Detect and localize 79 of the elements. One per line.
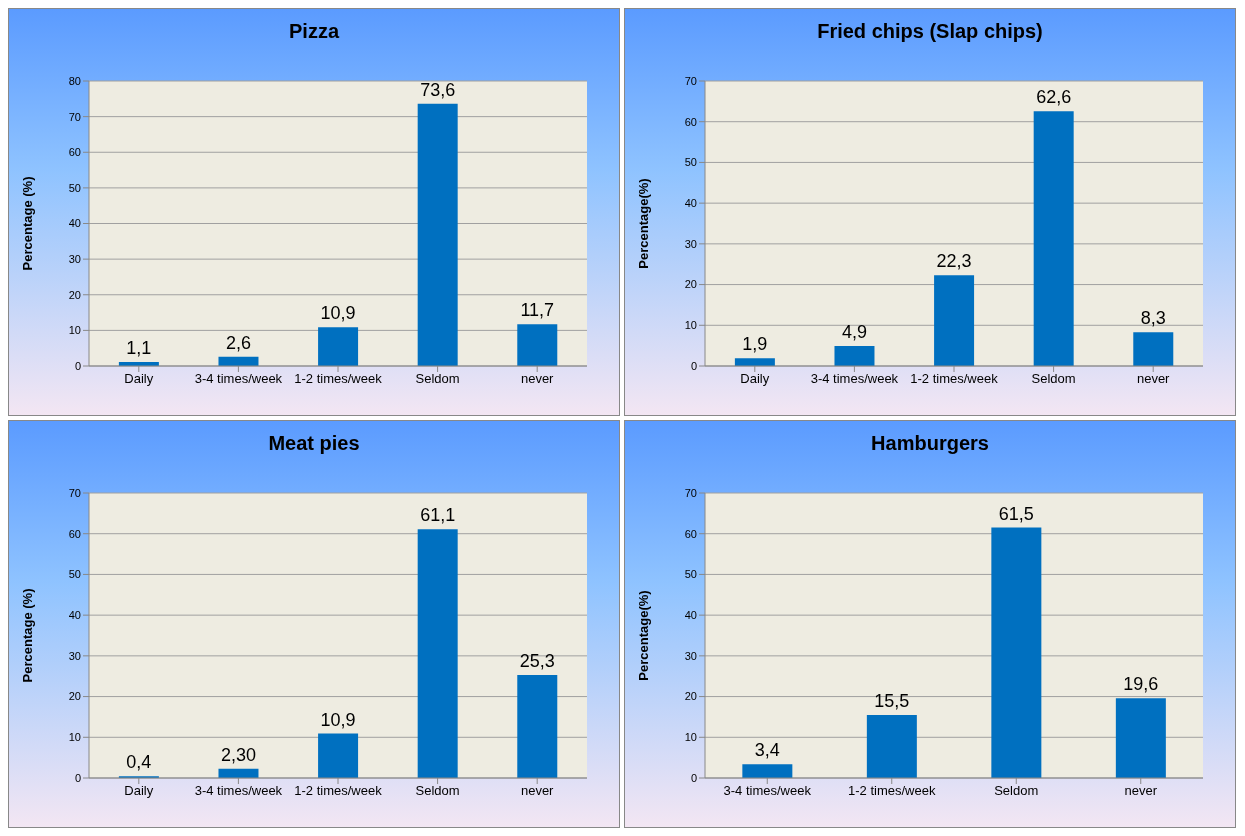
y-tick-label: 20 — [68, 288, 81, 301]
x-tick-label: Seldom — [994, 783, 1039, 799]
x-tick-label: never — [520, 783, 555, 799]
y-tick-label: 70 — [684, 486, 697, 499]
x-tick-label: never — [1136, 371, 1171, 387]
y-tick-label: 10 — [68, 324, 81, 337]
data-label: 25,3 — [519, 650, 555, 671]
y-tick-label: 30 — [68, 253, 81, 266]
chart-title: Hamburgers — [870, 431, 990, 456]
y-tick-label: 80 — [68, 74, 81, 87]
y-tick-label: 50 — [68, 181, 81, 194]
chart-title: Fried chips (Slap chips) — [816, 19, 1044, 44]
x-tick-label: Daily — [124, 783, 154, 799]
y-tick-label: 0 — [690, 771, 697, 784]
data-label: 1,1 — [126, 338, 152, 359]
y-tick-label: 60 — [684, 115, 697, 128]
y-tick-label: 50 — [684, 156, 697, 169]
x-tick-label: never — [520, 371, 555, 387]
chart-title: Meat pies — [267, 431, 361, 456]
y-tick-label: 30 — [68, 649, 81, 662]
x-tick-label: 3-4 times/week — [194, 783, 283, 799]
x-tick-label: Seldom — [415, 371, 460, 387]
y-tick-label: 60 — [68, 146, 81, 159]
y-tick-label: 0 — [74, 771, 81, 784]
y-tick-label: 40 — [684, 197, 697, 210]
data-label: 61,5 — [998, 503, 1034, 524]
data-label: 19,6 — [1123, 674, 1159, 695]
data-label: 22,3 — [936, 251, 972, 272]
data-label: 8,3 — [1140, 308, 1166, 329]
data-label: 2,30 — [220, 744, 256, 765]
y-tick-label: 50 — [68, 568, 81, 581]
x-tick-label: 3-4 times/week — [810, 371, 899, 387]
y-tick-label: 20 — [684, 690, 697, 703]
y-tick-label: 10 — [684, 319, 697, 332]
y-tick-label: 40 — [68, 609, 81, 622]
y-tick-label: 70 — [68, 110, 81, 123]
y-axis-title: Percentage (%) — [19, 588, 35, 683]
data-label: 3,4 — [754, 740, 780, 761]
x-tick-label: 1-2 times/week — [848, 783, 936, 799]
data-label: 10,9 — [320, 303, 356, 324]
y-tick-label: 50 — [684, 568, 697, 581]
data-label: 11,7 — [520, 300, 555, 321]
chart-title: Pizza — [288, 19, 341, 44]
y-tick-label: 20 — [684, 278, 697, 291]
y-tick-label: 10 — [68, 731, 81, 744]
x-tick-label: Seldom — [415, 783, 460, 799]
x-tick-label: 3-4 times/week — [194, 371, 283, 387]
data-label: 4,9 — [841, 322, 867, 343]
y-tick-label: 70 — [684, 74, 697, 87]
data-label: 61,1 — [420, 505, 456, 526]
data-label: 73,6 — [420, 79, 456, 100]
x-tick-label: 1-2 times/week — [294, 783, 383, 799]
y-tick-label: 60 — [68, 527, 81, 540]
y-tick-label: 0 — [74, 359, 81, 372]
y-tick-label: 40 — [684, 609, 697, 622]
data-label: 15,5 — [874, 690, 910, 711]
y-tick-label: 20 — [68, 690, 81, 703]
x-tick-label: Seldom — [1031, 371, 1076, 387]
y-tick-label: 60 — [684, 527, 697, 540]
y-tick-label: 0 — [690, 359, 697, 372]
data-label: 1,9 — [742, 334, 768, 355]
y-tick-label: 30 — [684, 649, 697, 662]
y-axis-title: Percentage (%) — [19, 176, 35, 271]
y-tick-label: 10 — [684, 731, 697, 744]
data-label: 10,9 — [320, 709, 356, 730]
x-tick-label: 3-4 times/week — [723, 783, 812, 799]
x-tick-label: never — [1124, 783, 1158, 799]
data-label: 2,6 — [225, 332, 251, 353]
y-tick-label: 30 — [684, 237, 697, 250]
y-axis-title: Percentage(%) — [635, 178, 651, 269]
y-tick-label: 40 — [68, 217, 81, 230]
data-label: 0,4 — [126, 752, 152, 773]
data-label: 62,6 — [1036, 87, 1072, 108]
x-tick-label: Daily — [740, 371, 770, 387]
x-tick-label: Daily — [124, 371, 154, 387]
y-axis-title: Percentage(%) — [635, 590, 651, 681]
x-tick-label: 1-2 times/week — [294, 371, 383, 387]
x-tick-label: 1-2 times/week — [910, 371, 999, 387]
y-tick-label: 70 — [68, 486, 81, 499]
